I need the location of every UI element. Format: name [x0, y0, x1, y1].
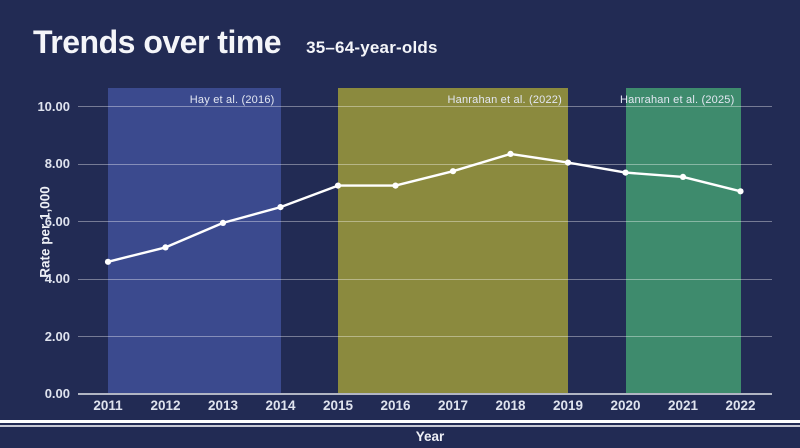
x-axis-title: Year: [415, 429, 445, 444]
study-region: [338, 88, 568, 393]
x-tick-label: 2021: [667, 398, 699, 413]
x-tick-label: 2019: [552, 398, 584, 413]
grid-line: [78, 393, 772, 395]
y-tick-label: 8.00: [44, 156, 70, 171]
y-tick-label: 2.00: [44, 328, 70, 344]
x-tick-label: 2014: [265, 398, 296, 413]
grid-line: [78, 336, 772, 337]
x-tick-label: 2020: [610, 398, 641, 413]
study-region-label: Hay et al. (2016): [189, 94, 275, 106]
study-region: [108, 88, 281, 393]
x-tick-label: 2012: [150, 398, 181, 413]
x-tick-label: 2017: [437, 398, 469, 413]
bottom-separator-line-thin: [0, 425, 800, 427]
study-region: [625, 88, 741, 393]
x-tick-label: 2011: [93, 398, 123, 413]
x-tick-label: 2013: [207, 398, 239, 413]
y-tick-label: 10.00: [37, 98, 70, 114]
x-tick-label: 2015: [322, 398, 354, 413]
x-tick-label: 2022: [725, 398, 756, 413]
grid-line: [78, 221, 772, 222]
grid-line: [78, 106, 772, 107]
bottom-separator-line: [0, 420, 800, 423]
chart-header: Trends over time 35–64-year-olds: [33, 24, 438, 61]
x-tick-label: 2016: [380, 398, 411, 413]
y-tick-label: 6.00: [44, 213, 70, 229]
grid-line: [78, 163, 772, 165]
y-axis-title: Rate per 1,000: [37, 186, 53, 278]
study-region-label: Hanrahan et al. (2022): [447, 94, 562, 106]
y-tick-label: 4.00: [44, 271, 70, 286]
grid-line: [78, 278, 772, 280]
study-region-label: Hanrahan et al. (2025): [620, 94, 735, 106]
x-tick-label: 2018: [495, 398, 526, 413]
chart-subtitle: 35–64-year-olds: [306, 38, 438, 57]
chart-title: Trends over time: [33, 24, 282, 60]
y-tick-label: 0.00: [44, 386, 70, 401]
